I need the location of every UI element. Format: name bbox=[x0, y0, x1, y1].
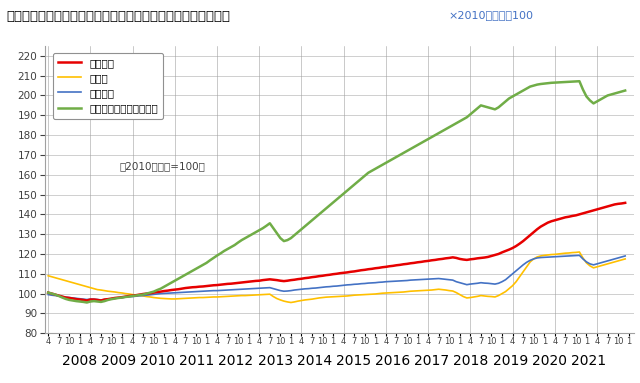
戸建住宅 bbox=[438, 277, 446, 281]
住宅総合 bbox=[44, 290, 52, 295]
マンション（区分所有） bbox=[115, 296, 122, 300]
住宅総合 bbox=[438, 257, 446, 261]
住宅総合 bbox=[621, 201, 629, 205]
住宅総合 bbox=[495, 252, 502, 256]
住宅地 bbox=[255, 293, 263, 297]
マンション（区分所有） bbox=[575, 79, 583, 83]
戸建住宅 bbox=[115, 296, 122, 300]
住宅地 bbox=[44, 273, 52, 278]
Text: （2010年平均=100）: （2010年平均=100） bbox=[120, 161, 205, 171]
Line: 戸建住宅: 戸建住宅 bbox=[48, 255, 625, 300]
住宅地 bbox=[62, 278, 70, 283]
戸建住宅 bbox=[97, 298, 105, 302]
マンション（区分所有） bbox=[621, 88, 629, 93]
戸建住宅 bbox=[495, 281, 502, 286]
戸建住宅 bbox=[621, 254, 629, 258]
住宅地 bbox=[495, 293, 502, 298]
戸建住宅 bbox=[104, 297, 112, 301]
マンション（区分所有） bbox=[259, 226, 267, 231]
マンション（区分所有） bbox=[438, 129, 446, 133]
住宅地 bbox=[100, 288, 108, 293]
マンション（区分所有） bbox=[104, 298, 112, 302]
マンション（区分所有） bbox=[62, 297, 70, 301]
住宅地 bbox=[621, 257, 629, 261]
Text: ＜不動産価格指数（住宅）（令和６年６月分・季節調整値）＞: ＜不動産価格指数（住宅）（令和６年６月分・季節調整値）＞ bbox=[6, 10, 230, 23]
Line: 住宅地: 住宅地 bbox=[48, 252, 625, 303]
住宅地 bbox=[575, 250, 583, 254]
住宅総合 bbox=[83, 298, 91, 303]
Legend: 住宅総合, 住宅地, 戸建住宅, マンション（区分所有）: 住宅総合, 住宅地, 戸建住宅, マンション（区分所有） bbox=[53, 52, 163, 119]
マンション（区分所有） bbox=[83, 300, 91, 305]
住宅総合 bbox=[115, 295, 122, 300]
住宅総合 bbox=[259, 278, 267, 282]
住宅地 bbox=[287, 300, 295, 305]
住宅地 bbox=[438, 287, 446, 292]
戸建住宅 bbox=[259, 286, 267, 290]
マンション（区分所有） bbox=[44, 290, 52, 295]
マンション（区分所有） bbox=[495, 105, 502, 110]
戸建住宅 bbox=[575, 253, 583, 258]
住宅地 bbox=[111, 290, 119, 294]
Text: ×2010年平均＝100: ×2010年平均＝100 bbox=[448, 10, 533, 20]
戸建住宅 bbox=[44, 292, 52, 297]
戸建住宅 bbox=[62, 295, 70, 300]
住宅総合 bbox=[62, 295, 70, 300]
Line: 住宅総合: 住宅総合 bbox=[48, 203, 625, 301]
Line: マンション（区分所有）: マンション（区分所有） bbox=[48, 81, 625, 303]
住宅総合 bbox=[104, 297, 112, 301]
